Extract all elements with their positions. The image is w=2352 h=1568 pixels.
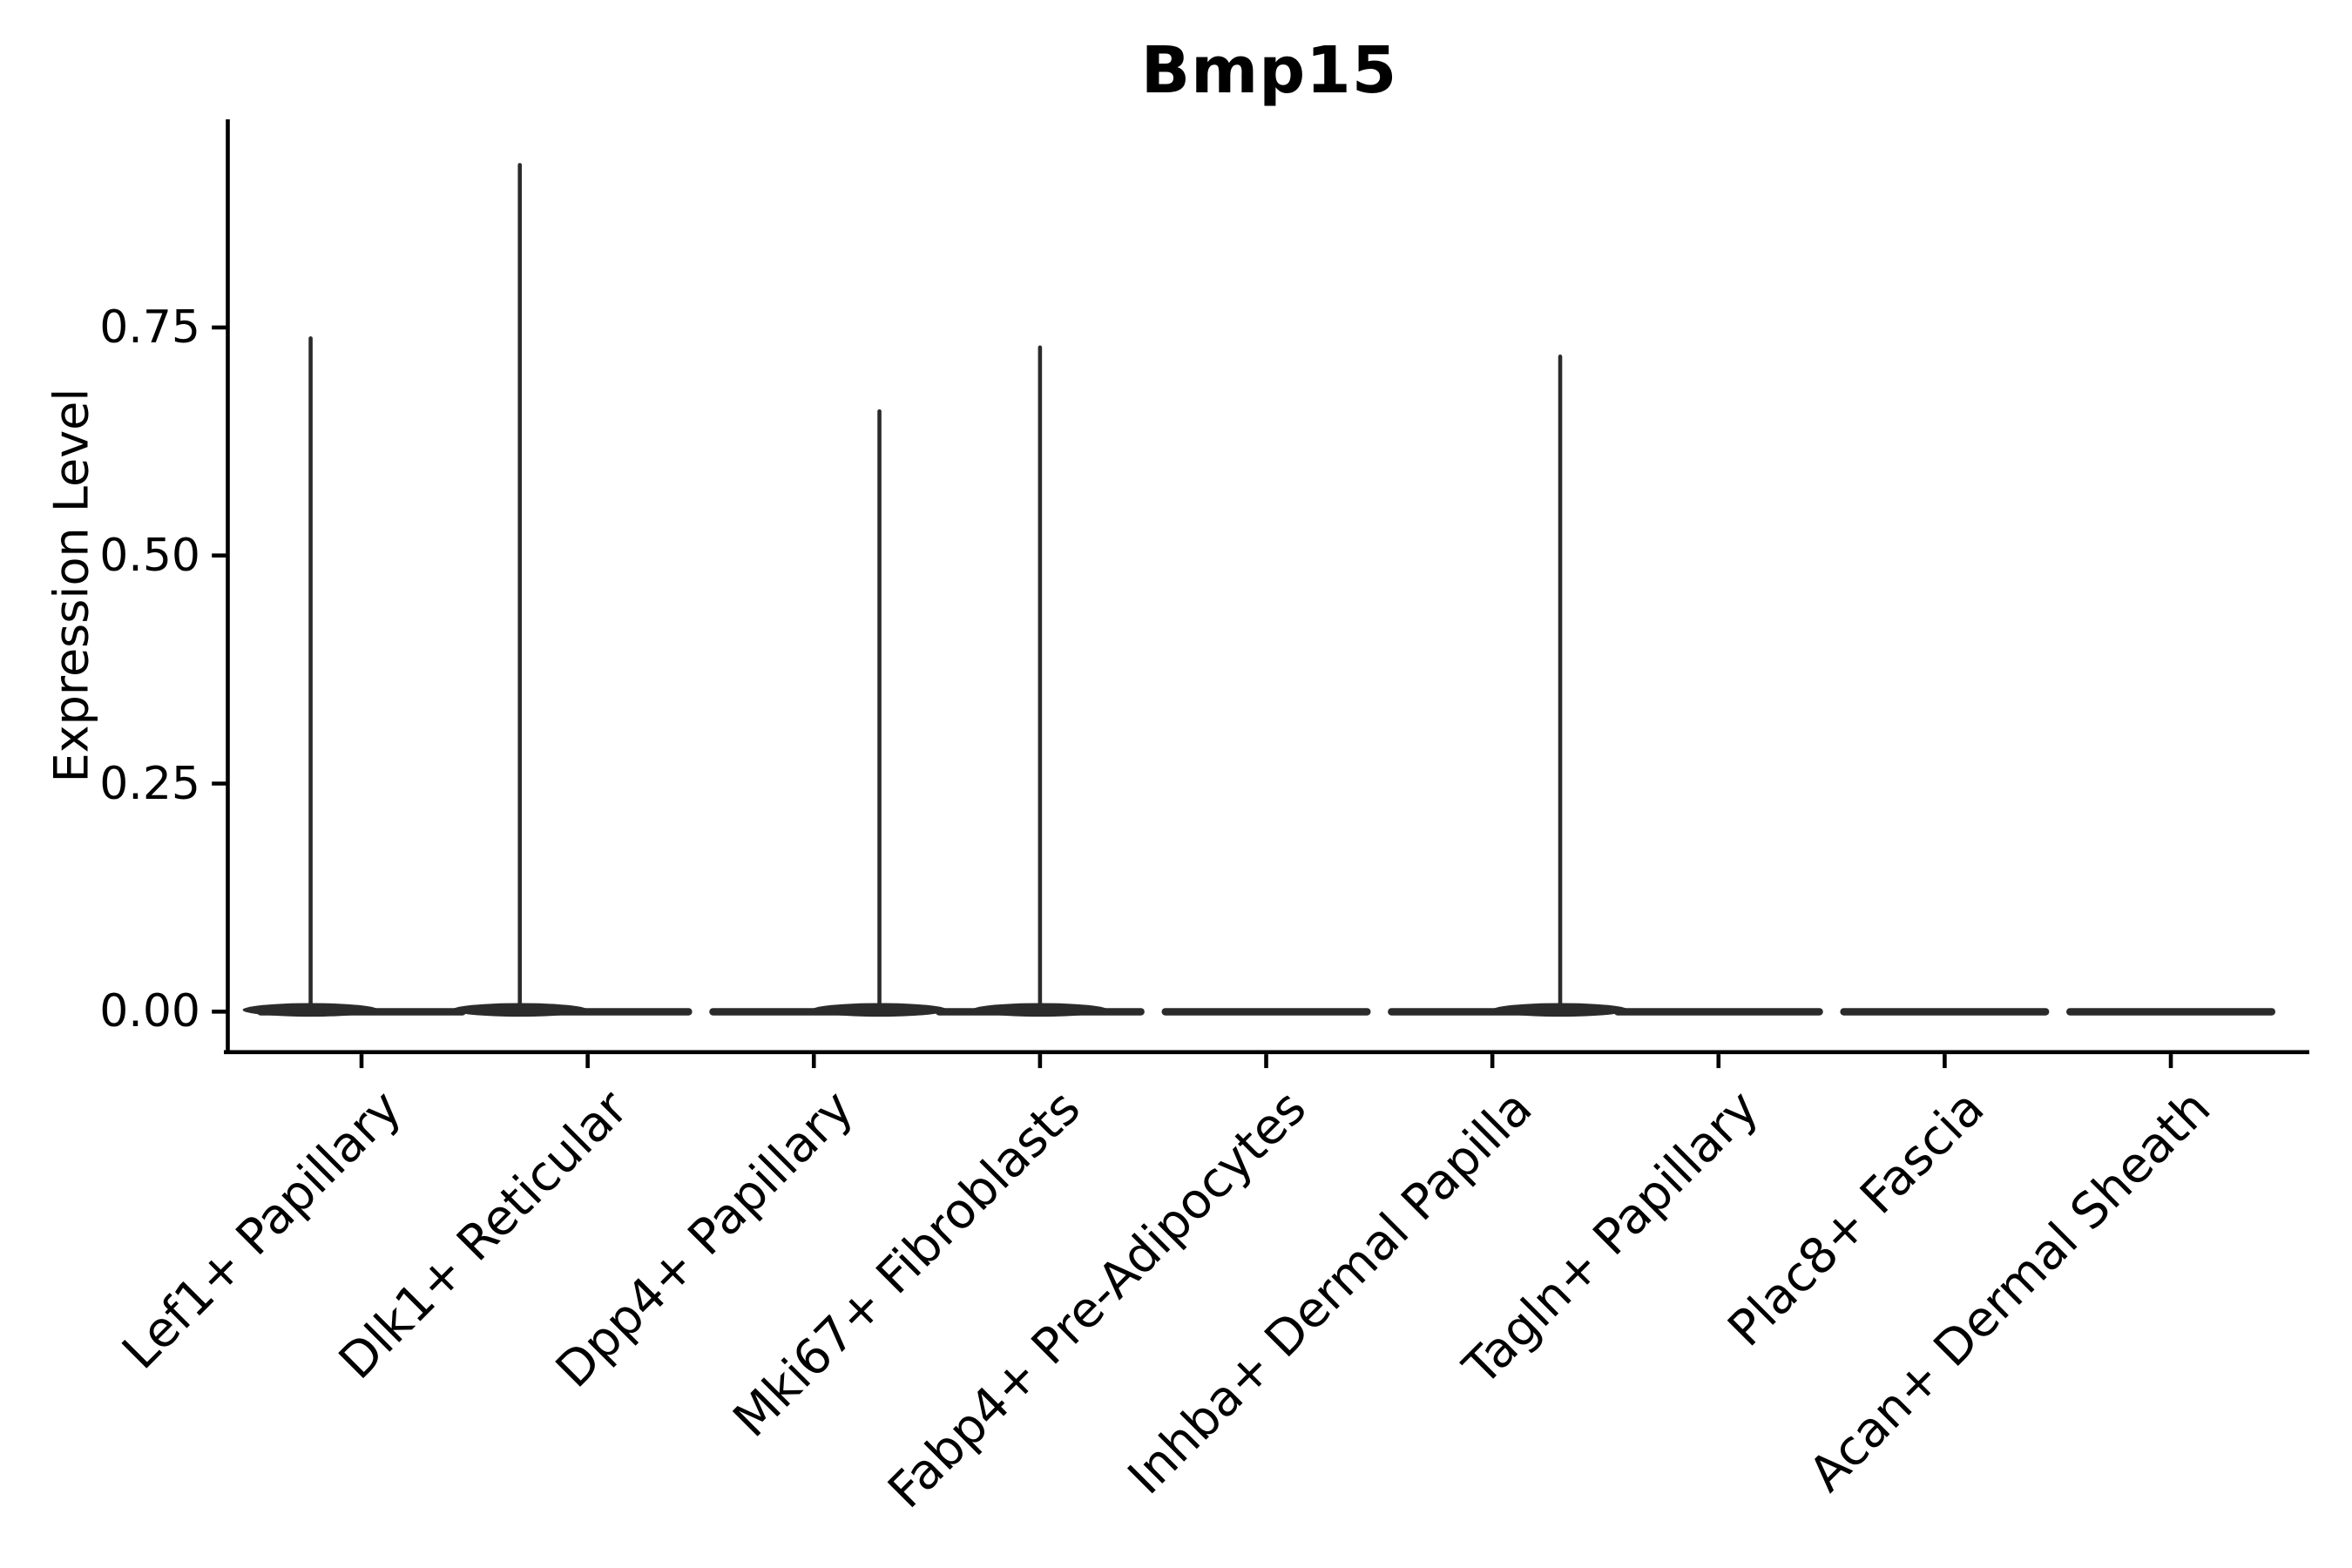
violin-body — [1161, 1008, 1371, 1016]
violin-body — [935, 1008, 1145, 1016]
chart-title: Bmp15 — [1140, 33, 1398, 108]
y-tick-label: 0.50 — [99, 529, 200, 582]
y-tick-label: 0.00 — [99, 985, 200, 1038]
y-axis-title: Expression Level — [44, 388, 99, 783]
y-tick-label: 0.25 — [99, 757, 200, 810]
violin-body — [709, 1008, 919, 1016]
y-tick-label: 0.75 — [99, 301, 200, 354]
violin-body — [483, 1008, 693, 1016]
violin-body — [1388, 1008, 1598, 1016]
violin-body — [1840, 1008, 2050, 1016]
violin-body — [1613, 1008, 1823, 1016]
violin-body — [257, 1008, 466, 1016]
violin-body — [2066, 1008, 2276, 1016]
